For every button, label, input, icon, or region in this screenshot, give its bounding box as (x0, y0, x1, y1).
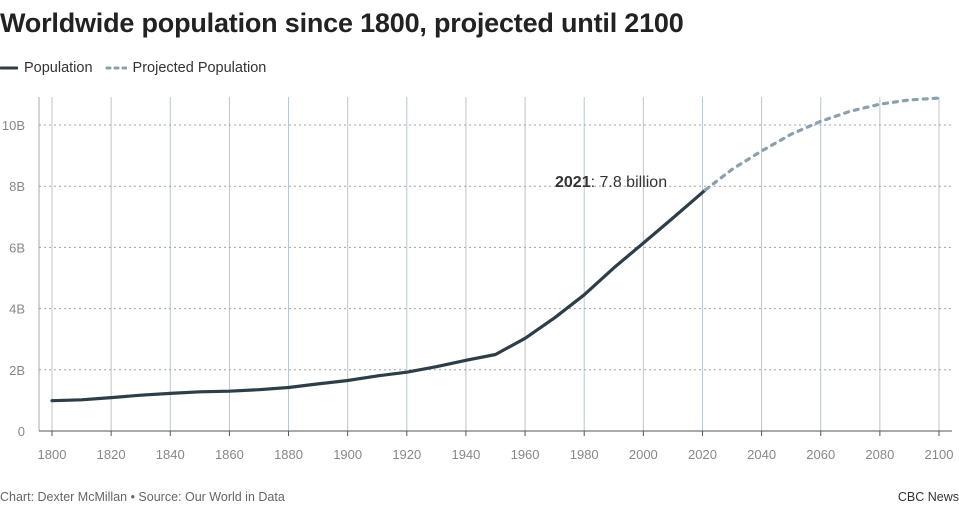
x-tick-label: 1940 (451, 447, 480, 462)
y-tick-label: 6B (9, 240, 25, 255)
x-tick-label: 1800 (38, 447, 67, 462)
annotation-label: 2021: 7.8 billion (555, 174, 667, 191)
annotation-value: : 7.8 billion (591, 174, 668, 191)
legend-item-projected: Projected Population (105, 60, 267, 76)
x-tick-label: 1840 (156, 447, 185, 462)
x-tick-label: 2000 (629, 447, 658, 462)
x-tick-label: 1900 (333, 447, 362, 462)
brand-label: CBC News (897, 490, 959, 504)
legend-label-population: Population (24, 60, 93, 76)
y-tick-label: 0 (18, 424, 25, 439)
x-tick-label: 1980 (570, 447, 599, 462)
x-tick-label: 2100 (925, 447, 954, 462)
projected-population-line (703, 96, 941, 192)
legend-swatch-population (0, 66, 18, 70)
y-tick-label: 8B (9, 179, 25, 194)
y-tick-label: 4B (9, 302, 25, 317)
legend-swatch-projected (105, 66, 127, 70)
annotation-year: 2021 (555, 174, 591, 191)
x-tick-label: 2040 (747, 447, 776, 462)
x-tick-label: 2060 (806, 447, 835, 462)
x-tick-label: 2020 (688, 447, 717, 462)
x-tick-label: 1860 (215, 447, 244, 462)
y-tick-label: 10B (2, 118, 25, 133)
y-tick-label: 2B (9, 363, 25, 378)
population-line (50, 188, 708, 403)
legend: Population Projected Population (0, 58, 278, 78)
x-tick-label: 1820 (97, 447, 126, 462)
legend-label-projected: Projected Population (132, 60, 267, 76)
chart-credit: Chart: Dexter McMillan • Source: Our Wor… (0, 490, 285, 504)
x-tick-label: 1920 (392, 447, 421, 462)
x-tick-label: 1960 (511, 447, 540, 462)
x-tick-label: 2080 (865, 447, 894, 462)
x-tick-label: 1880 (274, 447, 303, 462)
legend-item-population: Population (0, 60, 93, 76)
chart-title: Worldwide population since 1800, project… (0, 8, 684, 38)
